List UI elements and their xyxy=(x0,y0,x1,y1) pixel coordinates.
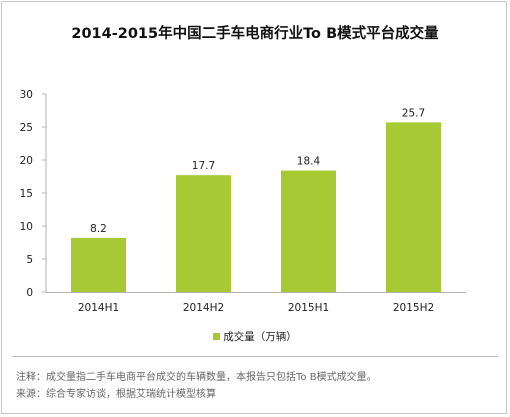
x-tick-label: 2014H2 xyxy=(183,302,224,314)
x-tick-label: 2015H2 xyxy=(393,302,434,314)
x-tick-label: 2015H1 xyxy=(288,302,329,314)
data-label: 17.7 xyxy=(192,160,215,172)
bar xyxy=(281,170,336,292)
data-label: 18.4 xyxy=(297,156,321,168)
y-tick-label: 30 xyxy=(20,89,33,101)
bar xyxy=(71,237,126,292)
y-tick-label: 0 xyxy=(26,287,33,299)
note-text: 注释：成交量指二手车电商平台成交的车辆数量，本报告只包括To B模式成交量。 xyxy=(16,372,377,383)
bar xyxy=(386,122,441,292)
data-label: 25.7 xyxy=(402,107,425,119)
x-tick-label: 2014H1 xyxy=(78,302,119,314)
y-tick-label: 20 xyxy=(20,155,33,167)
legend-label: 成交量（万辆） xyxy=(223,331,297,343)
data-label: 8.2 xyxy=(90,223,107,235)
source-text: 来源：综合专家访谈，根据艾瑞统计模型核算 xyxy=(16,389,216,400)
y-tick-label: 10 xyxy=(20,221,33,233)
legend: 成交量（万辆） xyxy=(0,329,510,344)
y-tick-label: 15 xyxy=(20,188,33,200)
y-tick-label: 5 xyxy=(26,254,33,266)
chart-title: 2014-2015年中国二手车电商行业To B模式平台成交量 xyxy=(71,26,439,42)
bar xyxy=(176,175,231,292)
legend-swatch xyxy=(213,333,221,340)
y-tick-label: 25 xyxy=(20,122,33,134)
notes-divider xyxy=(12,356,498,357)
